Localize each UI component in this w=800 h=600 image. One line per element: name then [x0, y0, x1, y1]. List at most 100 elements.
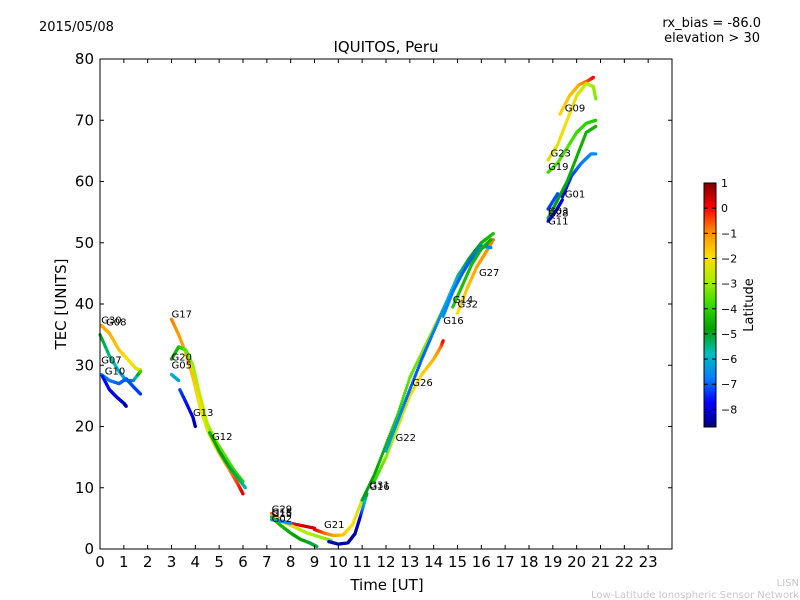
- x-tick-label: 15: [448, 553, 467, 571]
- y-tick-label: 30: [75, 356, 94, 374]
- series-g21: [312, 498, 364, 538]
- data-point: [594, 118, 598, 122]
- x-tick-label: 10: [329, 553, 348, 571]
- series-g27: [455, 238, 495, 315]
- rx-bias-label: rx_bias = -86.0: [662, 16, 761, 31]
- satellite-label: G21: [324, 520, 344, 531]
- x-tick-label: 12: [376, 553, 395, 571]
- data-point: [402, 394, 406, 398]
- data-point: [489, 238, 493, 242]
- data-point: [405, 383, 409, 387]
- data-point: [138, 392, 143, 396]
- series-g28: [546, 192, 560, 211]
- x-tick-label: 21: [591, 553, 610, 571]
- satellite-label: G09: [565, 104, 585, 115]
- x-tick-label: 7: [262, 553, 272, 571]
- colorbar-tick-label: −5: [721, 328, 737, 341]
- satellite-label: G13: [193, 408, 213, 419]
- satellite-label: G16: [443, 316, 463, 327]
- series-g19: [546, 118, 598, 174]
- data-point: [124, 404, 128, 408]
- series-g23: [546, 81, 598, 162]
- satellite-label: G03: [548, 207, 568, 218]
- x-tick-label: 0: [95, 553, 105, 571]
- colorbar-tick-label: −8: [721, 403, 737, 416]
- data-point: [491, 238, 495, 242]
- data-point: [594, 97, 598, 101]
- y-tick-label: 80: [75, 50, 94, 68]
- satellite-label: G22: [396, 433, 416, 444]
- date-label: 2015/05/08: [39, 20, 114, 35]
- footer-network: Low-Latitude Ionospheric Sensor Network: [591, 590, 799, 600]
- data-point: [441, 339, 445, 343]
- x-axis-title: Time [UT]: [349, 576, 423, 594]
- colorbar-title: Latitude: [742, 278, 757, 332]
- satellite-label: G17: [172, 309, 192, 320]
- satellite-label: G26: [412, 378, 432, 389]
- x-tick-label: 20: [567, 553, 586, 571]
- y-tick-label: 10: [75, 479, 94, 497]
- y-tick-label: 60: [75, 173, 94, 191]
- series-g16: [360, 238, 495, 502]
- data-point: [241, 492, 245, 496]
- series-g03: [546, 124, 598, 220]
- x-tick-label: 1: [119, 553, 129, 571]
- satellite-label: G08: [106, 317, 126, 328]
- x-tick-label: 18: [519, 553, 538, 571]
- satellite-label: G31: [369, 480, 389, 491]
- data-point: [407, 378, 411, 382]
- satellite-label: G05: [172, 360, 192, 371]
- colorbar-tick-label: −2: [721, 252, 737, 265]
- x-tick-label: 6: [238, 553, 248, 571]
- colorbar-tick-label: 1: [721, 177, 728, 190]
- series-g12: [208, 431, 247, 490]
- elevation-label: elevation > 30: [664, 31, 760, 46]
- y-tick-label: 70: [75, 111, 94, 129]
- satellite-label: G11: [548, 216, 568, 227]
- satellite-label: G32: [458, 300, 478, 311]
- colorbar: [703, 182, 717, 428]
- y-axis: 0 10 20 30 40 50 60 70 80: [75, 50, 672, 558]
- data-point: [193, 424, 197, 429]
- series-g05: [169, 372, 181, 383]
- footer-lisn: LISN: [777, 578, 799, 589]
- data-point: [399, 402, 403, 406]
- data-point: [243, 486, 247, 490]
- data-point: [556, 192, 560, 196]
- satellite-label: G20: [172, 352, 192, 363]
- x-tick-label: 3: [167, 553, 177, 571]
- satellite-label: G07: [101, 355, 121, 366]
- data-point: [404, 386, 409, 390]
- colorbar-tick-label: −7: [721, 378, 737, 391]
- data-point: [591, 75, 595, 79]
- x-tick-label: 14: [424, 553, 443, 571]
- x-axis: 0 1 2 3 4 5 6 7 8 9 10 11 12 13 14 15 16 17 18 19 20 21 22 23: [95, 59, 658, 571]
- x-tick-label: 22: [615, 553, 634, 571]
- series-g08: [98, 333, 143, 383]
- y-tick-label: 0: [84, 540, 94, 558]
- x-tick-label: 2: [143, 553, 153, 571]
- x-tick-label: 5: [214, 553, 224, 571]
- satellite-label: G10: [105, 366, 125, 377]
- y-tick-label: 20: [75, 418, 94, 436]
- data-point: [138, 369, 143, 373]
- series-g20: [169, 345, 245, 484]
- x-tick-label: 4: [191, 553, 201, 571]
- satellite-label: G28: [548, 208, 568, 219]
- data-point: [594, 124, 598, 128]
- satellite-label: G12: [212, 432, 232, 443]
- satellite-label: G16: [369, 482, 389, 493]
- satellite-label: G15: [272, 509, 292, 520]
- satellite-label: G30: [101, 316, 121, 327]
- series-g32: [451, 238, 493, 309]
- colorbar-tick-label: 0: [721, 202, 728, 215]
- series-g01: [560, 152, 598, 199]
- data-point: [397, 410, 401, 414]
- data-point: [403, 391, 407, 395]
- data-point: [489, 246, 493, 250]
- satellite-label: G01: [565, 189, 585, 200]
- x-tick-label: 19: [543, 553, 562, 571]
- data-point: [594, 152, 598, 156]
- data-point: [398, 407, 402, 411]
